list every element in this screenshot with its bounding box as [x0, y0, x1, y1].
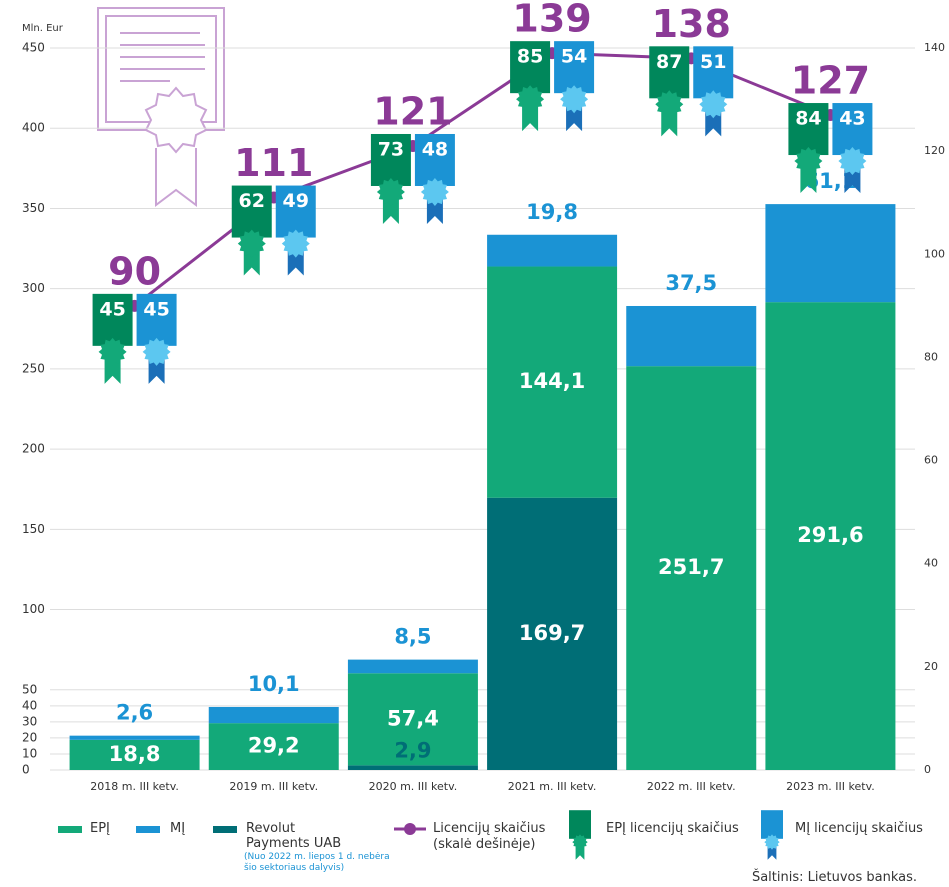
- y-tick-label: 200: [22, 442, 45, 456]
- y2-tick-label: 0: [924, 763, 931, 776]
- y2-tick-label: 100: [924, 247, 945, 260]
- badge-value: 45: [99, 298, 125, 320]
- y-tick-label: 300: [22, 281, 45, 295]
- line-value-label: 111: [234, 141, 313, 185]
- license-badge: 73: [371, 134, 411, 224]
- y-tick-label: 10: [22, 746, 37, 760]
- y-tick-label: 150: [22, 522, 45, 536]
- y-tick-label: 30: [22, 714, 37, 728]
- value-label: 19,8: [526, 200, 578, 224]
- y-tick-label: 250: [22, 361, 45, 375]
- legend-label: EPĮ licencijų skaičius: [606, 821, 739, 836]
- badge-value: 51: [700, 51, 726, 73]
- y-tick-label: 100: [22, 602, 45, 616]
- bar-segment: [209, 707, 339, 723]
- x-tick-label: 2023 m. III ketv.: [786, 780, 875, 793]
- badge-value: 43: [839, 108, 865, 130]
- bar-segment: [765, 204, 895, 302]
- y-tick-label: 40: [22, 698, 37, 712]
- chart: Mln. Eur 0102030405010015020025030035040…: [0, 0, 949, 887]
- source: Šaltinis: Lietuvos bankas.: [752, 870, 917, 885]
- value-label: 18,8: [109, 742, 161, 766]
- y2-tick-label: 140: [924, 41, 945, 54]
- bar-segment: [626, 306, 756, 366]
- line-value-label: 138: [652, 2, 731, 46]
- value-label: 251,7: [658, 555, 724, 579]
- badge-value: 73: [378, 138, 404, 160]
- badge-value: 49: [283, 190, 309, 212]
- license-badge: 54: [554, 41, 594, 131]
- y-tick-label: 450: [22, 41, 45, 55]
- badge-value: 87: [656, 51, 682, 73]
- y2-tick-label: 120: [924, 144, 945, 157]
- license-badge: 45: [93, 294, 133, 384]
- badge-value: 85: [517, 46, 543, 68]
- x-tick-label: 2019 m. III ketv.: [229, 780, 318, 793]
- y-tick-label: 50: [22, 682, 37, 696]
- license-badge: 51: [693, 46, 733, 136]
- line-value-label: 127: [791, 59, 870, 103]
- legend-swatch: [404, 823, 416, 835]
- legend-label: MĮ licencijų skaičius: [795, 821, 923, 836]
- value-label: 57,4: [387, 706, 439, 730]
- license-badge: 87: [649, 46, 689, 136]
- legend-swatch: [136, 826, 160, 833]
- value-label: 2,9: [394, 738, 431, 762]
- bar-segment: [487, 235, 617, 267]
- x-tick-label: 2018 m. III ketv.: [90, 780, 179, 793]
- x-tick-label: 2020 m. III ketv.: [369, 780, 458, 793]
- value-label: 291,6: [797, 523, 863, 547]
- y-tick-label: 0: [22, 763, 30, 777]
- badge-value: 45: [143, 298, 169, 320]
- y2-tick-label: 40: [924, 557, 938, 570]
- value-label: 10,1: [248, 672, 300, 696]
- legend-swatch: [58, 826, 82, 833]
- legend-label: Licencijų skaičius: [433, 821, 545, 836]
- value-label: 144,1: [519, 369, 585, 393]
- legend-swatch: [213, 826, 237, 833]
- badge-value: 54: [561, 46, 587, 68]
- legend-badge: [761, 810, 783, 860]
- y-tick-label: 350: [22, 201, 45, 215]
- badge-value: 84: [795, 108, 821, 130]
- legend-label: Revolut Payments UAB: [246, 821, 346, 851]
- legend-badge: [569, 810, 591, 860]
- badge-value: 62: [239, 190, 265, 212]
- bar-segment: [70, 736, 200, 740]
- y-tick-label: 400: [22, 121, 45, 135]
- license-badge: 62: [232, 186, 272, 276]
- bar-segment: [348, 765, 478, 770]
- license-badge: 49: [276, 186, 316, 276]
- license-badge: 85: [510, 41, 550, 131]
- line-value-label: 121: [373, 89, 452, 133]
- license-badge: 45: [137, 294, 177, 384]
- value-label: 37,5: [665, 271, 717, 295]
- bar-segment: [348, 660, 478, 674]
- license-badge: 48: [415, 134, 455, 224]
- page: Mln. Eur 0102030405010015020025030035040…: [0, 0, 949, 887]
- y2-tick-label: 80: [924, 350, 938, 363]
- y-tick-label: 20: [22, 730, 37, 744]
- y-axis-label: Mln. Eur: [22, 23, 64, 34]
- y2-tick-label: 20: [924, 660, 938, 673]
- value-label: 169,7: [519, 621, 585, 645]
- badge-value: 48: [422, 138, 448, 160]
- legend-note: (Nuo 2022 m. liepos 1 d. nebėra šio sekt…: [244, 852, 404, 874]
- certificate-icon: [98, 8, 224, 205]
- legend-note: (skalė dešinėje): [433, 837, 535, 852]
- x-tick-label: 2022 m. III ketv.: [647, 780, 736, 793]
- legend-label: MĮ: [170, 821, 185, 836]
- y2-tick-label: 60: [924, 454, 938, 467]
- legend-label: EPĮ: [90, 821, 110, 836]
- x-tick-label: 2021 m. III ketv.: [508, 780, 597, 793]
- value-label: 8,5: [394, 625, 431, 649]
- line-value-label: 90: [108, 249, 161, 293]
- line-value-label: 139: [512, 0, 591, 41]
- value-label: 29,2: [248, 734, 300, 758]
- value-label: 2,6: [116, 701, 153, 725]
